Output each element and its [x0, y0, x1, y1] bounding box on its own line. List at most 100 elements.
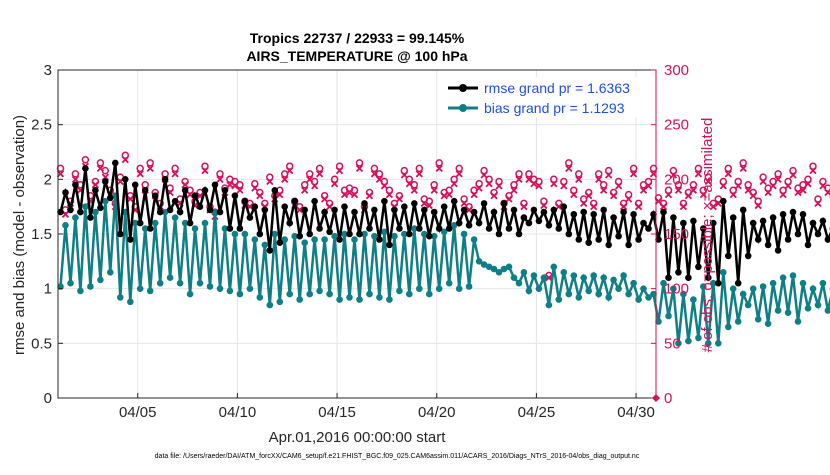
- bias-point: [296, 296, 303, 303]
- rmse-point: [521, 214, 528, 221]
- bias-point: [790, 272, 797, 279]
- bias-point: [610, 277, 617, 284]
- rmse-point: [112, 160, 119, 167]
- obs-assimilated-point: [591, 204, 597, 210]
- bias-point: [775, 307, 782, 314]
- rmse-point: [331, 207, 338, 214]
- rmse-point: [605, 242, 612, 249]
- chart-title-line2: AIRS_TEMPERATURE @ 100 hPa: [246, 48, 467, 64]
- rmse-point: [192, 192, 199, 199]
- rmse-point: [346, 231, 353, 238]
- bias-point: [321, 236, 328, 243]
- rmse-point: [561, 203, 568, 210]
- bias-point: [157, 280, 164, 287]
- rmse-point: [162, 176, 169, 183]
- rmse-point: [640, 220, 647, 227]
- y2-axis-label: # of obs: o=possible; ×=assimilated: [699, 118, 716, 353]
- rmse-point: [735, 280, 742, 287]
- bias-point: [785, 309, 792, 316]
- rmse-point: [242, 198, 249, 205]
- obs-assimilated-point: [322, 196, 328, 202]
- rmse-point: [401, 203, 408, 210]
- bias-point: [780, 274, 787, 281]
- obs-possible-point: [740, 160, 746, 166]
- bias-point: [72, 214, 79, 221]
- bias-point: [177, 280, 184, 287]
- rmse-point: [745, 253, 752, 260]
- x-axis-label: Apr.01,2016 00:00:00 start: [269, 429, 447, 446]
- y2-tick-label: 200: [664, 171, 689, 188]
- bias-point: [541, 274, 548, 281]
- bias-point: [301, 239, 308, 246]
- bias-point: [740, 291, 747, 298]
- rmse-point: [556, 225, 563, 232]
- rmse-point: [820, 218, 827, 225]
- obs-assimilated-point: [521, 204, 527, 210]
- bias-point: [107, 269, 114, 276]
- rmse-point: [262, 207, 269, 214]
- rmse-point: [232, 192, 239, 199]
- bias-point: [625, 291, 632, 298]
- rmse-point: [97, 205, 104, 212]
- bias-point: [426, 291, 433, 298]
- bias-point: [760, 283, 767, 290]
- bias-point: [720, 269, 727, 276]
- rmse-point: [775, 247, 782, 254]
- rmse-point: [720, 198, 727, 205]
- bias-point: [227, 288, 234, 295]
- bias-point: [506, 264, 513, 271]
- bias-point: [406, 291, 413, 298]
- bias-point: [466, 283, 473, 290]
- bias-point: [526, 288, 533, 295]
- bias-point: [416, 285, 423, 292]
- bias-point: [172, 214, 179, 221]
- bias-point: [690, 296, 697, 303]
- rmse-point: [536, 218, 543, 225]
- bias-point: [590, 272, 597, 279]
- bias-point: [77, 288, 84, 295]
- bias-point: [546, 302, 553, 309]
- rmse-point: [815, 231, 822, 238]
- rmse-point: [541, 209, 548, 216]
- rmse-point: [431, 209, 438, 216]
- rmse-point: [580, 209, 587, 216]
- bias-point: [326, 291, 333, 298]
- rmse-point: [546, 222, 553, 229]
- rmse-point: [406, 231, 413, 238]
- rmse-point: [770, 214, 777, 221]
- bias-point: [257, 294, 264, 301]
- obs-assimilated-point: [571, 192, 577, 198]
- y-tick-label: 0.5: [31, 335, 52, 352]
- bias-point: [605, 294, 612, 301]
- bias-point: [745, 302, 752, 309]
- bias-point: [521, 269, 528, 276]
- obs-assimilated-point: [750, 193, 756, 199]
- bias-point: [247, 285, 254, 292]
- rmse-point: [197, 203, 204, 210]
- obs-assimilated-point: [780, 192, 786, 198]
- bias-point: [595, 291, 602, 298]
- rmse-point: [117, 231, 124, 238]
- rmse-point: [456, 220, 463, 227]
- rmse-point: [351, 209, 358, 216]
- rmse-point: [635, 236, 642, 243]
- obs-assimilated-point: [491, 193, 497, 199]
- bias-point: [765, 320, 772, 327]
- rmse-point: [511, 207, 518, 214]
- bias-point: [396, 288, 403, 295]
- bias-point: [750, 285, 757, 292]
- bias-point: [820, 280, 827, 287]
- rmse-point: [341, 203, 348, 210]
- obs-assimilated-point: [586, 193, 592, 199]
- y-tick-label: 2: [44, 171, 52, 188]
- rmse-point: [595, 236, 602, 243]
- y2-tick-label: 300: [664, 62, 689, 79]
- rmse-point: [491, 209, 498, 216]
- bias-point: [576, 294, 583, 301]
- y-tick-label: 1: [44, 281, 52, 298]
- bias-point: [800, 280, 807, 287]
- bias-point: [197, 280, 204, 287]
- bias-point: [615, 285, 622, 292]
- rmse-point: [361, 200, 368, 207]
